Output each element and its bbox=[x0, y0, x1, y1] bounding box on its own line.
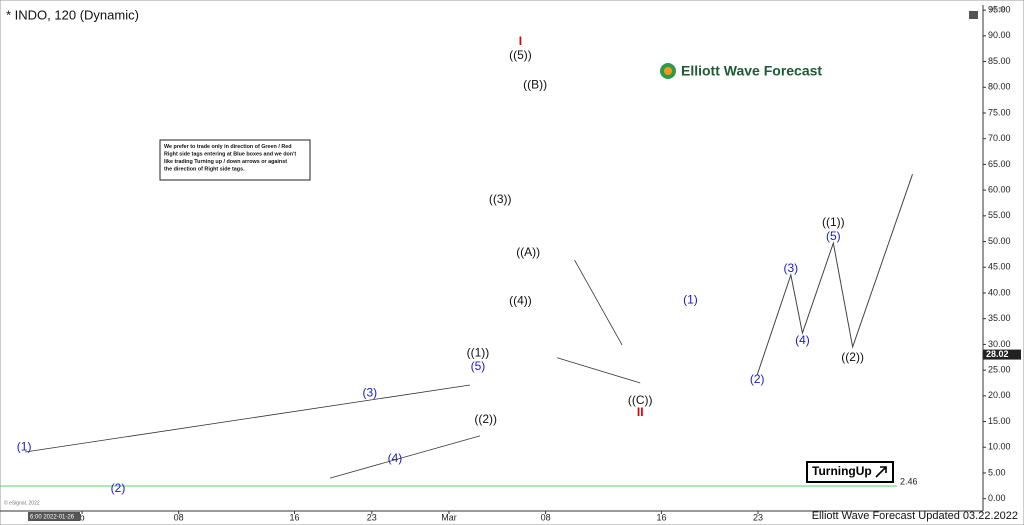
chart-title: * INDO, 120 (Dynamic) bbox=[6, 7, 139, 22]
projection-line bbox=[756, 174, 913, 375]
wave-label: (3) bbox=[784, 261, 799, 275]
menu-icon[interactable] bbox=[969, 11, 978, 19]
y-tick-label: 10.00 bbox=[988, 442, 1011, 452]
trend-line bbox=[574, 259, 623, 346]
wave-label: ((3)) bbox=[489, 192, 512, 206]
y-tick-label: 85.00 bbox=[988, 56, 1011, 66]
x-tick-label: 23 bbox=[753, 512, 763, 522]
y-tick-label: 65.00 bbox=[988, 159, 1011, 169]
wave-label: (5) bbox=[826, 229, 841, 243]
y-tick-label: 20.00 bbox=[988, 390, 1011, 400]
logo: Elliott Wave Forecast bbox=[660, 63, 822, 79]
wave-label: ((C)) bbox=[628, 393, 653, 407]
note-line: like trading Turning up / down arrows or… bbox=[164, 159, 287, 165]
wave-label: (3) bbox=[362, 385, 377, 399]
x-tick-label: b bbox=[80, 512, 85, 522]
wave-label: ((5)) bbox=[509, 48, 532, 62]
x-tick-label: 08 bbox=[174, 512, 184, 522]
trend-line bbox=[557, 357, 641, 384]
wave-label: ((A)) bbox=[516, 245, 540, 259]
y-tick-label: 5.00 bbox=[988, 467, 1006, 477]
x-tick-label: Mar bbox=[441, 512, 457, 522]
wave-label: (5) bbox=[471, 359, 486, 373]
footer: Elliott Wave Forecast Updated 03.22.2022 bbox=[812, 510, 1018, 522]
logo-text: Elliott Wave Forecast bbox=[681, 63, 822, 79]
badge-text: TurningUp bbox=[812, 464, 872, 478]
wave-label: I bbox=[519, 34, 522, 48]
note-text: We prefer to trade only in direction of … bbox=[164, 144, 296, 173]
wave-label: (2) bbox=[111, 481, 126, 495]
wave-label: (4) bbox=[795, 333, 810, 347]
note-box: We prefer to trade only in direction of … bbox=[159, 139, 311, 181]
badge-frame bbox=[806, 461, 894, 483]
note-line: Right side tags entering at Blue boxes a… bbox=[164, 152, 296, 158]
y-tick-label: 70.00 bbox=[988, 133, 1011, 143]
wave-label: ((2)) bbox=[841, 350, 864, 364]
x-tick-label: 16 bbox=[656, 512, 666, 522]
wave-label: ((B)) bbox=[523, 77, 547, 91]
y-tick-label: 95.00 bbox=[988, 5, 1011, 15]
wave-label: ((4)) bbox=[509, 293, 532, 307]
wave-label: ((1)) bbox=[467, 345, 490, 359]
note-line: We prefer to trade only in direction of … bbox=[164, 144, 292, 150]
x-tick-label: 23 bbox=[367, 512, 377, 522]
copyright: © eSignal, 2022 bbox=[4, 499, 40, 506]
y-tick-label: 75.00 bbox=[988, 107, 1011, 117]
wave-label: (2) bbox=[750, 372, 765, 386]
last-price-label: 28.02 bbox=[986, 349, 1009, 359]
x-tick-label: 08 bbox=[541, 512, 551, 522]
x-tick-label: 16 bbox=[290, 512, 300, 522]
y-tick-label: 80.00 bbox=[988, 82, 1011, 92]
cursor-time-box bbox=[28, 512, 80, 521]
badge: TurningUp bbox=[806, 461, 894, 483]
y-tick-label: 90.00 bbox=[988, 30, 1011, 40]
badge-arrow bbox=[875, 466, 887, 478]
y-tick-label: 55.00 bbox=[988, 210, 1011, 220]
y-tick-label: 25.00 bbox=[988, 364, 1011, 374]
last-price-box bbox=[983, 349, 1021, 360]
wave-label: (4) bbox=[388, 451, 403, 465]
trend-line bbox=[25, 384, 471, 453]
y-tick-label: 45.00 bbox=[988, 262, 1011, 272]
trend-line bbox=[329, 435, 481, 479]
wave-label: ((2)) bbox=[474, 412, 497, 426]
wave-label: (1) bbox=[683, 292, 698, 306]
clock: 07:58 bbox=[990, 8, 1006, 14]
y-tick-label: 40.00 bbox=[988, 287, 1011, 297]
logo-icon-inner bbox=[664, 67, 672, 75]
cursor-time: 6:00 2022-01-26 bbox=[30, 515, 75, 521]
wave-label: (1) bbox=[17, 439, 32, 453]
y-tick-label: 0.00 bbox=[988, 493, 1006, 503]
y-tick-label: 35.00 bbox=[988, 313, 1011, 323]
y-tick-label: 30.00 bbox=[988, 339, 1011, 349]
wave-label: II bbox=[637, 405, 644, 419]
wave-label: ((1)) bbox=[822, 215, 845, 229]
note-frame bbox=[159, 139, 311, 181]
support-label: 2.46 bbox=[900, 476, 918, 486]
y-tick-label: 15.00 bbox=[988, 416, 1011, 426]
y-tick-label: 50.00 bbox=[988, 236, 1011, 246]
y-tick-label: 60.00 bbox=[988, 184, 1011, 194]
note-line: the direction of Right side tags. bbox=[164, 167, 245, 173]
